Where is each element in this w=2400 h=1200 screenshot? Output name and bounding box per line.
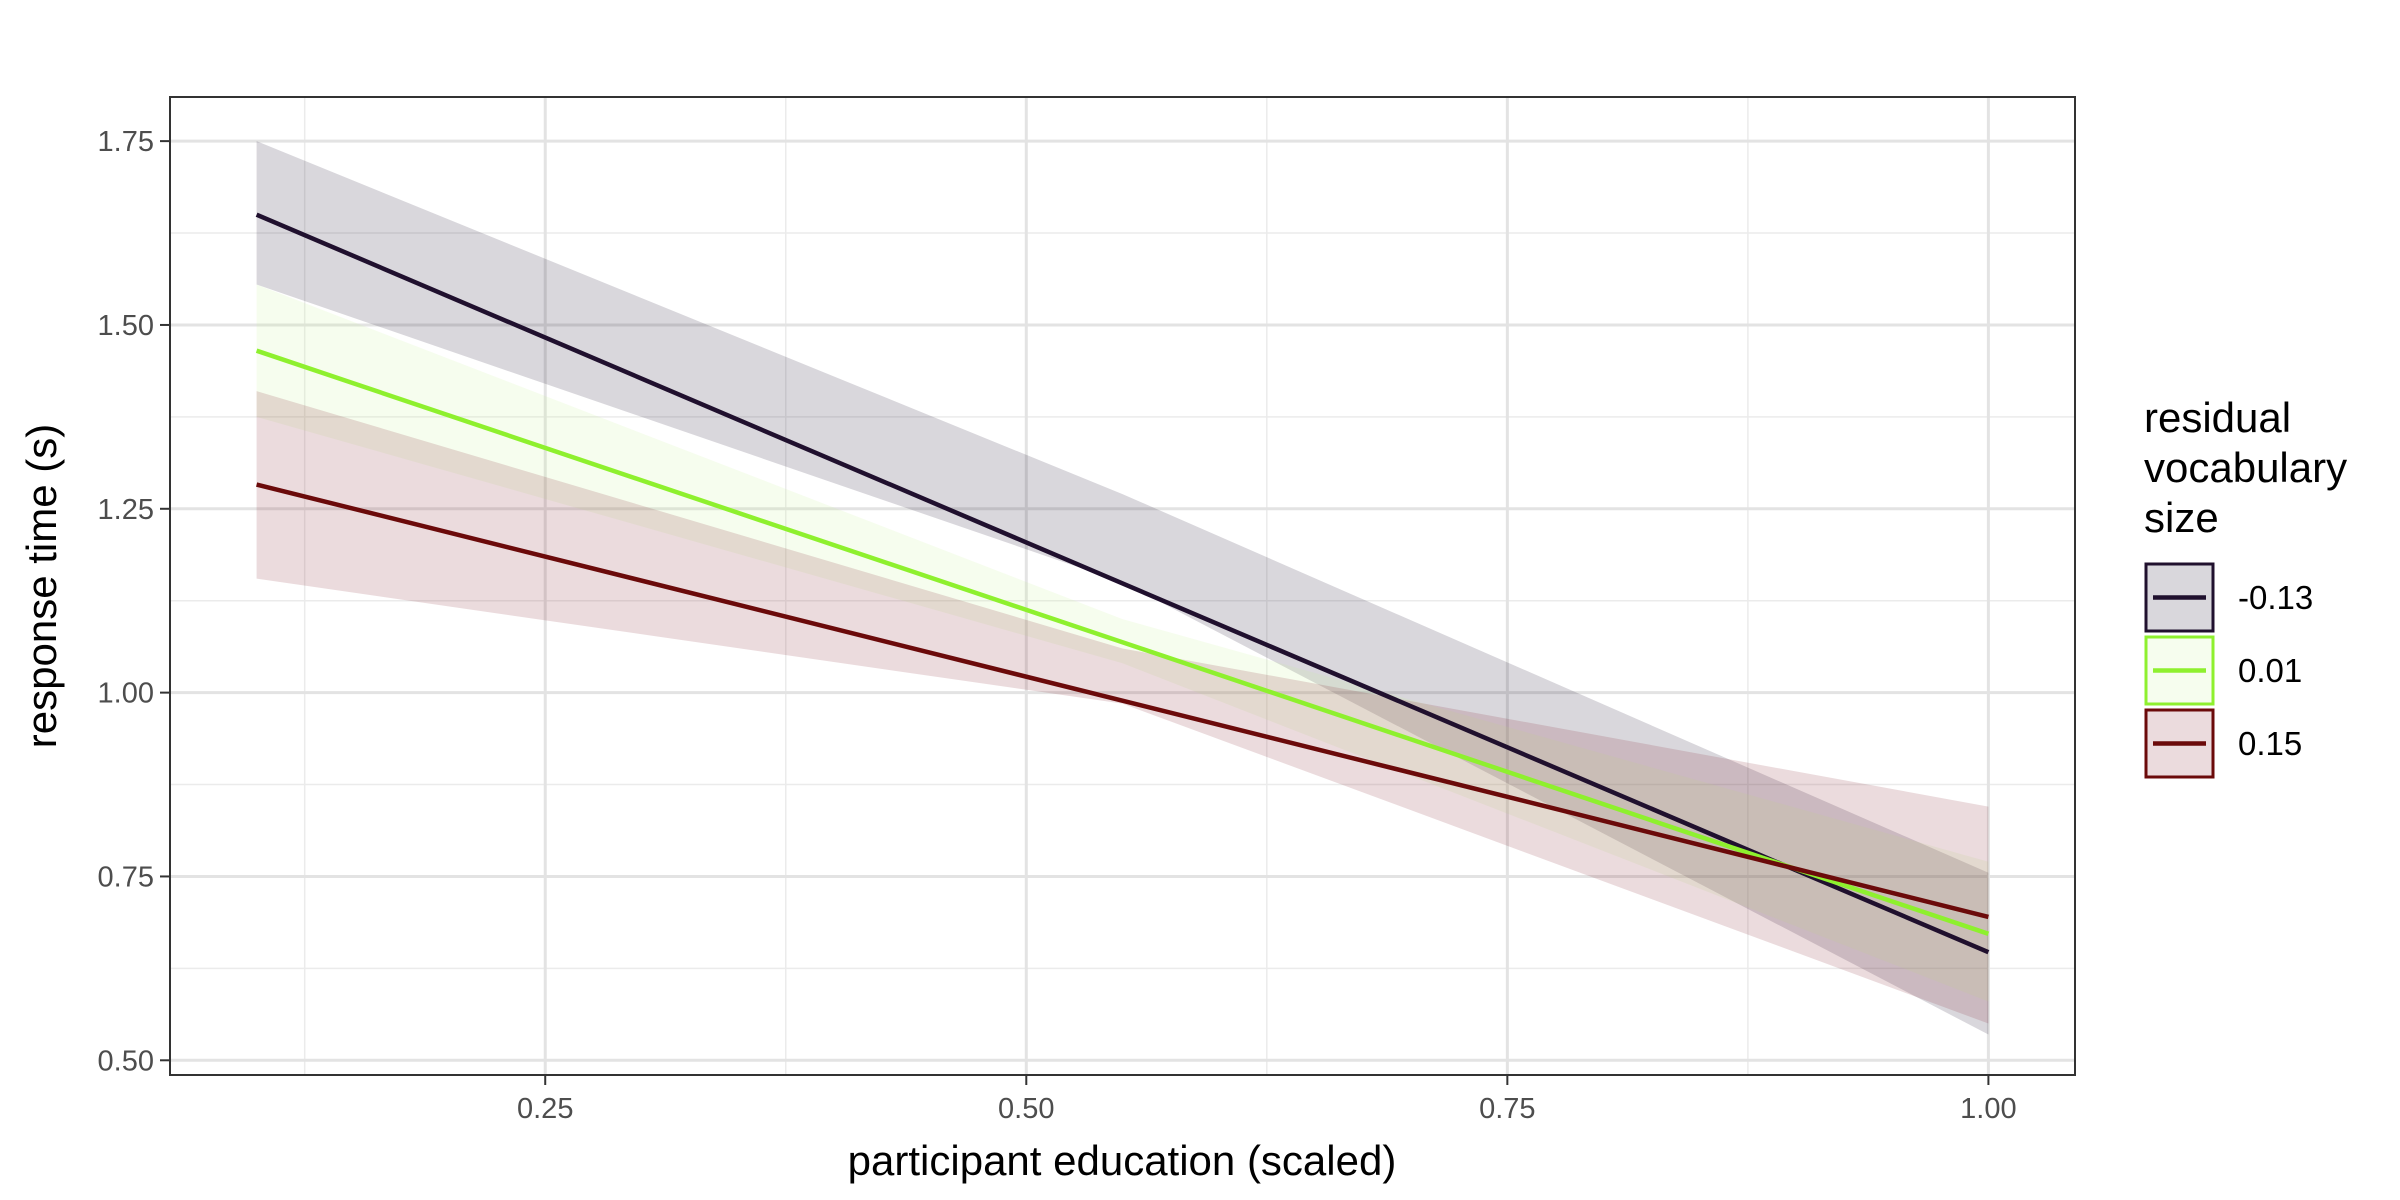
legend-label-0.01: 0.01	[2238, 652, 2302, 689]
series-line-0.15	[256, 482, 1989, 920]
legend: residual vocabulary size -0.13 0.01 0.15	[2144, 394, 2347, 779]
x-tick-label: 1.00	[1960, 1093, 2016, 1125]
grid-minor	[170, 97, 2075, 1075]
legend-title-line-3: size	[2144, 494, 2219, 541]
y-axis: 0.50 0.75 1.00 1.25 1.50 1.75	[98, 126, 170, 1077]
y-axis-title: response time (s)	[18, 424, 65, 748]
panel-border	[169, 96, 2076, 1076]
x-axis-title: participant education (scaled)	[848, 1137, 1397, 1184]
y-tick-label: 1.75	[98, 126, 154, 158]
x-tick-label: 0.75	[1479, 1093, 1535, 1125]
legend-title-line-2: vocabulary	[2144, 444, 2347, 491]
x-axis: 0.25 0.50 0.75 1.00	[517, 1075, 2017, 1125]
y-tick-label: 1.25	[98, 494, 154, 526]
y-tick-label: 1.50	[98, 310, 154, 342]
series-lines	[255, 212, 1990, 955]
grid-major	[170, 97, 2075, 1075]
y-tick-label: 1.00	[98, 678, 154, 710]
confidence-band-0.15	[256, 391, 1989, 1024]
x-tick-label: 0.25	[517, 1093, 573, 1125]
y-tick-label: 0.50	[98, 1045, 154, 1077]
legend-label--0.13: -0.13	[2238, 579, 2313, 616]
series-line-0.01	[255, 348, 1990, 936]
confidence-band--0.13	[256, 141, 1989, 1035]
y-tick-label: 0.75	[98, 861, 154, 893]
panel-background	[170, 97, 2075, 1075]
legend-label-0.15: 0.15	[2238, 725, 2302, 762]
legend-title-line-1: residual	[2144, 394, 2291, 441]
x-tick-label: 0.50	[998, 1093, 1054, 1125]
legend-keys: -0.13 0.01 0.15	[2144, 562, 2313, 779]
series-line--0.13	[255, 212, 1990, 955]
